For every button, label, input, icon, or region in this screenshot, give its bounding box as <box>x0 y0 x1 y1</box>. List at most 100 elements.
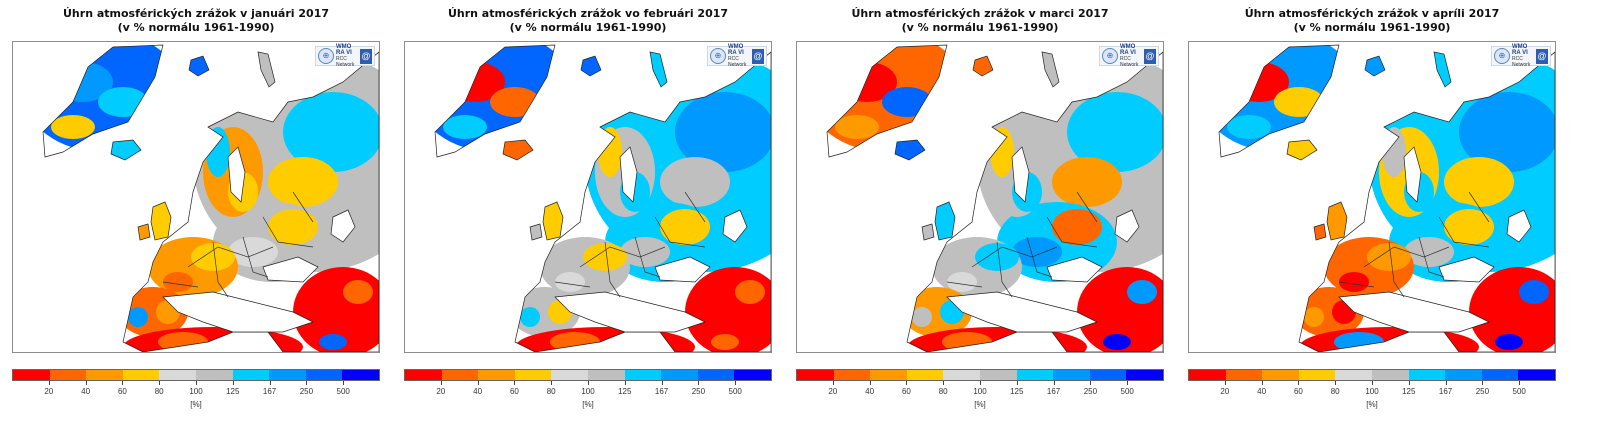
colorbar-tick <box>306 381 308 385</box>
logo-line-1: WMO RA VI <box>1120 44 1136 56</box>
great-britain <box>934 201 956 241</box>
colorbar-tick-label: 80 <box>154 387 164 396</box>
colorbar-tick-label: 125 <box>1402 387 1416 396</box>
colorbar-tick <box>1090 381 1092 385</box>
colorbar-tick <box>661 381 663 385</box>
country-border <box>654 216 706 248</box>
colorbar-segment <box>514 370 552 380</box>
colorbar-segment <box>405 370 442 380</box>
ireland <box>137 223 151 241</box>
colorbar-segment <box>1335 370 1372 380</box>
country-border <box>1363 246 1450 268</box>
scandinavia-zone <box>990 127 1014 177</box>
colorbar-segment <box>833 370 871 380</box>
colorbar <box>12 369 380 381</box>
colorbar-ticks: 20 40 60 80 100 125 167 250 500 <box>796 381 1164 411</box>
colorbar-tick-label: 250 <box>691 387 706 396</box>
baltic-sea <box>619 146 638 203</box>
greenland-precip-zone <box>835 115 879 139</box>
baltic-sea <box>1403 146 1422 203</box>
colorbar-tick <box>85 381 87 385</box>
novaya-zemlya <box>649 51 668 88</box>
west-europe-zone <box>555 272 585 292</box>
colorbar-tick-label: 80 <box>938 387 948 396</box>
colorbar-unit: [%] <box>582 400 594 409</box>
colorbar-ticks: 20 40 60 80 100 125 167 250 500 <box>12 381 380 411</box>
caspian-sea <box>330 209 356 243</box>
colorbar-unit: [%] <box>974 400 986 409</box>
colorbar-tick-label: 500 <box>1120 387 1134 396</box>
logo-line-1: WMO RA VI <box>1512 44 1528 56</box>
greenland-precip-zone <box>882 87 932 117</box>
black-sea <box>1046 256 1103 283</box>
colorbar-segment <box>13 370 50 380</box>
colorbar-tick-label: 167 <box>1438 387 1453 396</box>
logo-text: WMO RA VI RCC Network <box>336 44 358 68</box>
colorbar-tick-label: 20 <box>1220 387 1230 396</box>
colorbar-segment <box>1298 370 1336 380</box>
colorbar-tick <box>440 381 442 385</box>
colorbar-tick <box>1372 381 1373 385</box>
middle-east-zone <box>1127 280 1157 304</box>
colorbar-tick-label: 125 <box>618 387 632 396</box>
colorbar-tick-label: 60 <box>509 387 519 396</box>
iceland <box>502 139 534 161</box>
title-line-1: Úhrn atmosférických zrážok v januári 201… <box>63 7 329 20</box>
map-panel-february: Úhrn atmosférických zrážok vo februári 2… <box>392 0 784 430</box>
colorbar-tick <box>551 381 553 385</box>
colorbar-segment <box>551 370 588 380</box>
colorbar-segment <box>797 370 834 380</box>
east-europe-zone <box>1052 209 1102 245</box>
colorbar-tick <box>869 381 871 385</box>
mediterranean-sea <box>1338 291 1490 333</box>
title-line-1: Úhrn atmosférických zrážok v marci 2017 <box>851 7 1109 20</box>
north-africa-zone <box>942 332 992 352</box>
wmo-logo: ⊕ WMO RA VI RCC Network @ <box>315 44 375 68</box>
country-border <box>292 191 314 223</box>
un-globe-icon: ⊕ <box>1102 48 1118 64</box>
colorbar-segment <box>159 370 196 380</box>
map-panel-march: Úhrn atmosférických zrážok v marci 2017 … <box>784 0 1176 430</box>
novaya-zemlya <box>1041 51 1060 88</box>
russia-zone <box>1444 157 1514 207</box>
east-europe-zone <box>1404 237 1454 267</box>
swirl-icon: @ <box>1536 48 1548 64</box>
colorbar-tick-label: 500 <box>1512 387 1526 396</box>
west-europe-zone <box>947 272 977 292</box>
colorbar-tick-label: 20 <box>828 387 838 396</box>
colorbar-tick <box>514 381 516 385</box>
colorbar-tick <box>343 381 345 385</box>
caspian-sea <box>1114 209 1140 243</box>
greenland-precip-zone <box>1227 115 1271 139</box>
colorbar-segment <box>1445 370 1482 380</box>
black-sea <box>262 256 319 283</box>
colorbar-tick-label: 60 <box>901 387 911 396</box>
greenland-precip-zone <box>98 87 148 117</box>
middle-east-zone <box>343 280 373 304</box>
mediterranean-sea <box>162 291 314 333</box>
colorbar-tick <box>1224 381 1226 385</box>
colorbar-segment <box>1518 370 1555 380</box>
country-border <box>684 191 706 223</box>
precipitation-map: ⊕ WMO RA VI RCC Network @ <box>796 41 1164 353</box>
colorbar-tick-label: 250 <box>1475 387 1490 396</box>
colorbar-segment <box>1481 370 1519 380</box>
north-africa-zone <box>550 332 600 352</box>
logo-text: WMO RA VI RCC Network <box>1512 44 1534 68</box>
colorbar-segment <box>441 370 479 380</box>
swirl-icon: @ <box>1144 48 1156 64</box>
panel-title: Úhrn atmosférických zrážok vo februári 2… <box>392 7 784 35</box>
country-border <box>162 281 199 288</box>
baltic-sea <box>227 146 246 203</box>
europe <box>123 52 379 352</box>
country-border <box>996 241 1013 298</box>
colorbar-tick-label: 167 <box>262 387 277 396</box>
colorbar-segment <box>1225 370 1263 380</box>
east-europe-zone <box>268 209 318 245</box>
west-europe-zone <box>1339 272 1369 292</box>
colorbar-ticks: 20 40 60 80 100 125 167 250 500 <box>1188 381 1556 411</box>
colorbar-tick <box>735 381 737 385</box>
title-line-2: (v % normálu 1961-1990) <box>1293 21 1451 34</box>
un-globe-icon: ⊕ <box>318 48 334 64</box>
colorbar-segment <box>86 370 123 380</box>
